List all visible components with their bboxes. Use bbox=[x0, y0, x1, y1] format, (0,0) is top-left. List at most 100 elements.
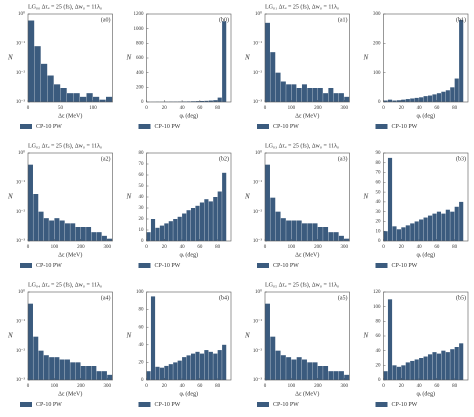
bar bbox=[101, 235, 107, 241]
y-tick-label: 1200 bbox=[134, 12, 145, 17]
y-tick-label: 10⁻² bbox=[16, 209, 26, 215]
x-tick-label: 60 bbox=[197, 384, 203, 389]
y-axis-label: N bbox=[126, 54, 132, 62]
legend-swatch bbox=[257, 124, 269, 129]
bar bbox=[445, 209, 450, 241]
bar bbox=[59, 359, 65, 380]
bar bbox=[80, 96, 87, 102]
bar bbox=[159, 225, 164, 241]
bar bbox=[286, 220, 292, 241]
bar bbox=[317, 366, 323, 380]
bar bbox=[204, 100, 209, 102]
bar bbox=[107, 374, 113, 380]
bar bbox=[450, 211, 455, 241]
y-tick-label: 70 bbox=[376, 171, 382, 176]
x-tick-label: 80 bbox=[215, 384, 221, 389]
bar bbox=[338, 235, 344, 241]
bar bbox=[91, 232, 97, 241]
bar bbox=[28, 20, 35, 103]
bar bbox=[86, 366, 92, 380]
bar bbox=[405, 225, 410, 241]
legend-swatch bbox=[375, 402, 388, 407]
bar bbox=[270, 336, 276, 380]
x-axis-label: φᵢ (deg) bbox=[179, 390, 198, 397]
bar bbox=[190, 208, 196, 241]
y-tick-label: 10⁻³ bbox=[16, 99, 26, 105]
x-tick-label: 300 bbox=[103, 384, 111, 389]
bar bbox=[155, 366, 160, 380]
bar bbox=[291, 220, 297, 241]
bar bbox=[328, 232, 334, 241]
bar bbox=[432, 352, 437, 380]
bar bbox=[33, 194, 39, 241]
bar bbox=[49, 220, 55, 241]
bar bbox=[301, 223, 307, 241]
bar bbox=[383, 231, 388, 241]
bar bbox=[445, 90, 450, 102]
bar bbox=[392, 226, 397, 241]
x-tick-label: 300 bbox=[340, 384, 348, 389]
x-axis-label: Δε (MeV) bbox=[58, 251, 82, 258]
bar bbox=[43, 218, 49, 241]
bar bbox=[28, 303, 33, 380]
bar bbox=[427, 95, 433, 102]
legend-label: CP-10 PW bbox=[392, 263, 418, 269]
bar bbox=[427, 354, 433, 380]
y-tick-label: 10⁻¹ bbox=[16, 179, 26, 185]
y-tick-label: 10 bbox=[139, 228, 145, 233]
x-axis-label: φᵢ (deg) bbox=[416, 112, 435, 119]
bar bbox=[275, 211, 281, 241]
bar bbox=[217, 350, 222, 380]
bar bbox=[199, 100, 205, 102]
x-tick-label: 100 bbox=[51, 384, 59, 389]
y-tick-label: 40 bbox=[376, 200, 382, 205]
y-tick-label: 10⁻¹ bbox=[16, 40, 26, 46]
legend-label: CP-10 PW bbox=[36, 402, 62, 408]
y-tick-label: 1000 bbox=[134, 27, 145, 32]
y-axis-label: N bbox=[126, 193, 132, 201]
bar bbox=[344, 374, 350, 380]
y-tick-label: 10⁰ bbox=[18, 150, 25, 156]
y-tick-label: 70 bbox=[139, 162, 145, 167]
y-tick-label: 10⁻¹ bbox=[253, 318, 263, 324]
y-tick-label: 0 bbox=[141, 378, 144, 383]
bar bbox=[307, 362, 313, 380]
bar bbox=[70, 223, 76, 241]
x-tick-label: 0 bbox=[27, 384, 30, 389]
bar bbox=[307, 223, 313, 241]
x-tick-label: 100 bbox=[288, 384, 296, 389]
bar bbox=[312, 362, 318, 380]
bar bbox=[280, 218, 286, 241]
bar bbox=[208, 100, 213, 102]
panel-title: LG₀₄ Δτₑ = 25 (fs), Δw₀ = 11λ₀ bbox=[28, 281, 102, 288]
panel-label: (b0) bbox=[219, 16, 229, 23]
bar bbox=[445, 352, 450, 380]
bar bbox=[312, 88, 318, 102]
x-tick-label: 50 bbox=[58, 106, 64, 111]
panel-title: LG₀₃ Δτₑ = 25 (fs), Δw₀ = 11λ₀ bbox=[265, 142, 339, 149]
y-tick-label: 60 bbox=[139, 173, 145, 178]
bar bbox=[333, 232, 339, 241]
y-tick-label: 50 bbox=[376, 190, 382, 195]
x-axis-label: Δε (MeV) bbox=[295, 251, 319, 258]
bar bbox=[265, 303, 270, 380]
bar bbox=[396, 366, 401, 380]
plot-frame bbox=[264, 152, 350, 242]
x-tick-label: 0 bbox=[27, 106, 30, 111]
x-tick-label: 60 bbox=[434, 245, 440, 250]
bar bbox=[75, 362, 81, 380]
bar bbox=[280, 355, 286, 380]
x-tick-label: 20 bbox=[399, 384, 405, 389]
bar bbox=[96, 371, 102, 380]
bar bbox=[96, 232, 102, 241]
bar bbox=[86, 93, 93, 102]
bar bbox=[186, 210, 191, 241]
bar bbox=[344, 96, 350, 102]
bar bbox=[182, 213, 187, 241]
bar bbox=[454, 206, 459, 241]
bar bbox=[67, 93, 74, 102]
bar bbox=[436, 211, 442, 241]
legend-label: CP-10 PW bbox=[273, 124, 299, 130]
bar bbox=[54, 218, 60, 241]
bar bbox=[414, 359, 419, 380]
